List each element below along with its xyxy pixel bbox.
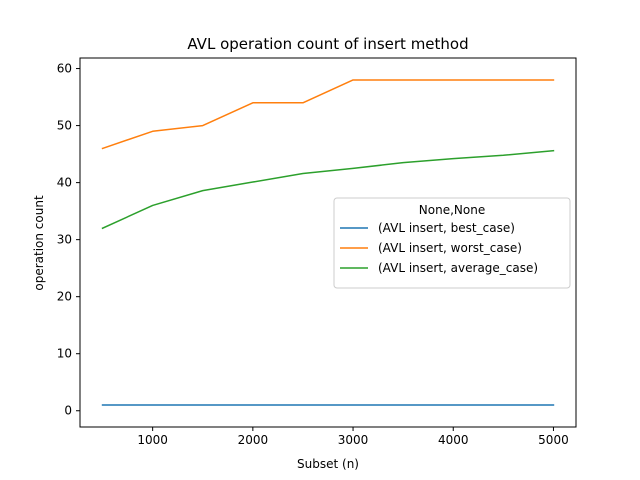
series-layer bbox=[101, 79, 555, 406]
legend-label: (AVL insert, best_case) bbox=[378, 221, 515, 235]
series-line-1 bbox=[101, 79, 555, 150]
y-tick-label: 30 bbox=[57, 233, 72, 247]
plot-area-frame bbox=[79, 57, 577, 428]
legend-label: (AVL insert, worst_case) bbox=[378, 241, 522, 255]
legend-box bbox=[333, 197, 571, 289]
y-tick-label: 50 bbox=[57, 119, 72, 133]
legend-label: (AVL insert, average_case) bbox=[378, 261, 538, 275]
x-tick-label: 3000 bbox=[338, 433, 369, 447]
legend-title: None,None bbox=[419, 203, 485, 217]
x-axis-label: Subset (n) bbox=[297, 457, 359, 471]
x-tick-label: 4000 bbox=[438, 433, 469, 447]
y-axis-label: operation count bbox=[32, 195, 46, 291]
chart-title: AVL operation count of insert method bbox=[187, 35, 468, 53]
x-tick-label: 5000 bbox=[538, 433, 569, 447]
series-line-2 bbox=[101, 149, 555, 230]
y-tick-label: 60 bbox=[57, 62, 72, 76]
y-tick-label: 20 bbox=[57, 290, 72, 304]
x-tick-label: 2000 bbox=[238, 433, 269, 447]
x-tick-label: 1000 bbox=[137, 433, 168, 447]
x-axis: 1000 2000 3000 4000 5000 bbox=[137, 427, 569, 447]
y-tick-label: 40 bbox=[57, 176, 72, 190]
y-tick-label: 10 bbox=[57, 347, 72, 361]
y-axis: 0 10 20 30 40 50 60 bbox=[57, 62, 80, 418]
legend-items: (AVL insert, best_case) (AVL insert, wors… bbox=[340, 221, 538, 275]
y-tick-label: 0 bbox=[64, 404, 72, 418]
legend: None,None (AVL insert, best_case)(AVL in… bbox=[333, 197, 571, 289]
